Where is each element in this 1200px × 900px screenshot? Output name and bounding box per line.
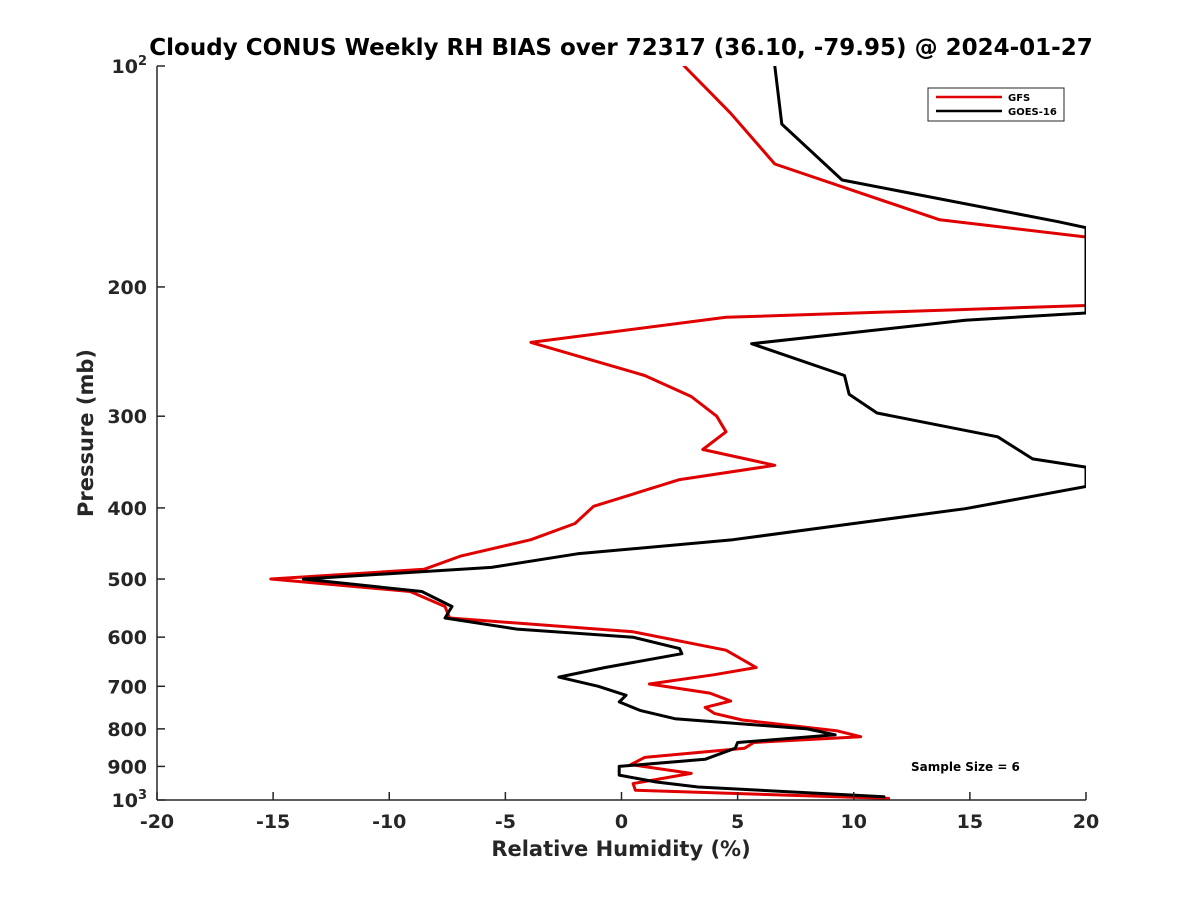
series-line-gfs xyxy=(269,66,1086,800)
x-tick-label: 5 xyxy=(731,811,744,833)
y-tick-label: 600 xyxy=(107,627,147,649)
chart-title: Cloudy CONUS Weekly RH BIAS over 72317 (… xyxy=(149,35,1092,61)
x-tick-label: -15 xyxy=(256,811,290,833)
y-tick-label: 300 xyxy=(107,406,147,428)
x-tick-layer: -20 -15 -10 -5 0 5 10 15 20 xyxy=(140,792,1099,833)
x-tick-label: -5 xyxy=(495,811,516,833)
x-tick-label: -20 xyxy=(140,811,174,833)
x-tick-label: 20 xyxy=(1073,811,1099,833)
series-line-goes16 xyxy=(301,66,1086,799)
y-tick-label: 900 xyxy=(107,756,147,778)
sample-size-annotation: Sample Size = 6 xyxy=(911,760,1020,774)
legend-label-goes16: GOES-16 xyxy=(1008,107,1057,118)
series-layer xyxy=(269,66,1086,800)
x-tick-label: -10 xyxy=(372,811,406,833)
x-tick-label: 0 xyxy=(615,811,628,833)
x-tick-label: 15 xyxy=(957,811,983,833)
y-tick-label: 800 xyxy=(107,719,147,741)
y-tick-label: 700 xyxy=(107,676,147,698)
x-axis-label: Relative Humidity (%) xyxy=(491,837,750,861)
y-tick-layer: 200 300 400 500 600 700 800 900 102 103 xyxy=(107,54,165,812)
y-tick-label-power: 102 xyxy=(112,54,148,78)
y-tick-label-power: 103 xyxy=(112,788,148,812)
y-tick-label: 200 xyxy=(107,277,147,299)
y-axis-label: Pressure (mb) xyxy=(74,349,98,517)
legend: GFS GOES-16 xyxy=(927,87,1065,122)
x-tick-label: 10 xyxy=(841,811,867,833)
y-tick-label: 500 xyxy=(107,569,147,591)
legend-label-gfs: GFS xyxy=(1008,93,1030,104)
y-tick-label: 400 xyxy=(107,498,147,520)
legend-box xyxy=(927,87,1065,122)
